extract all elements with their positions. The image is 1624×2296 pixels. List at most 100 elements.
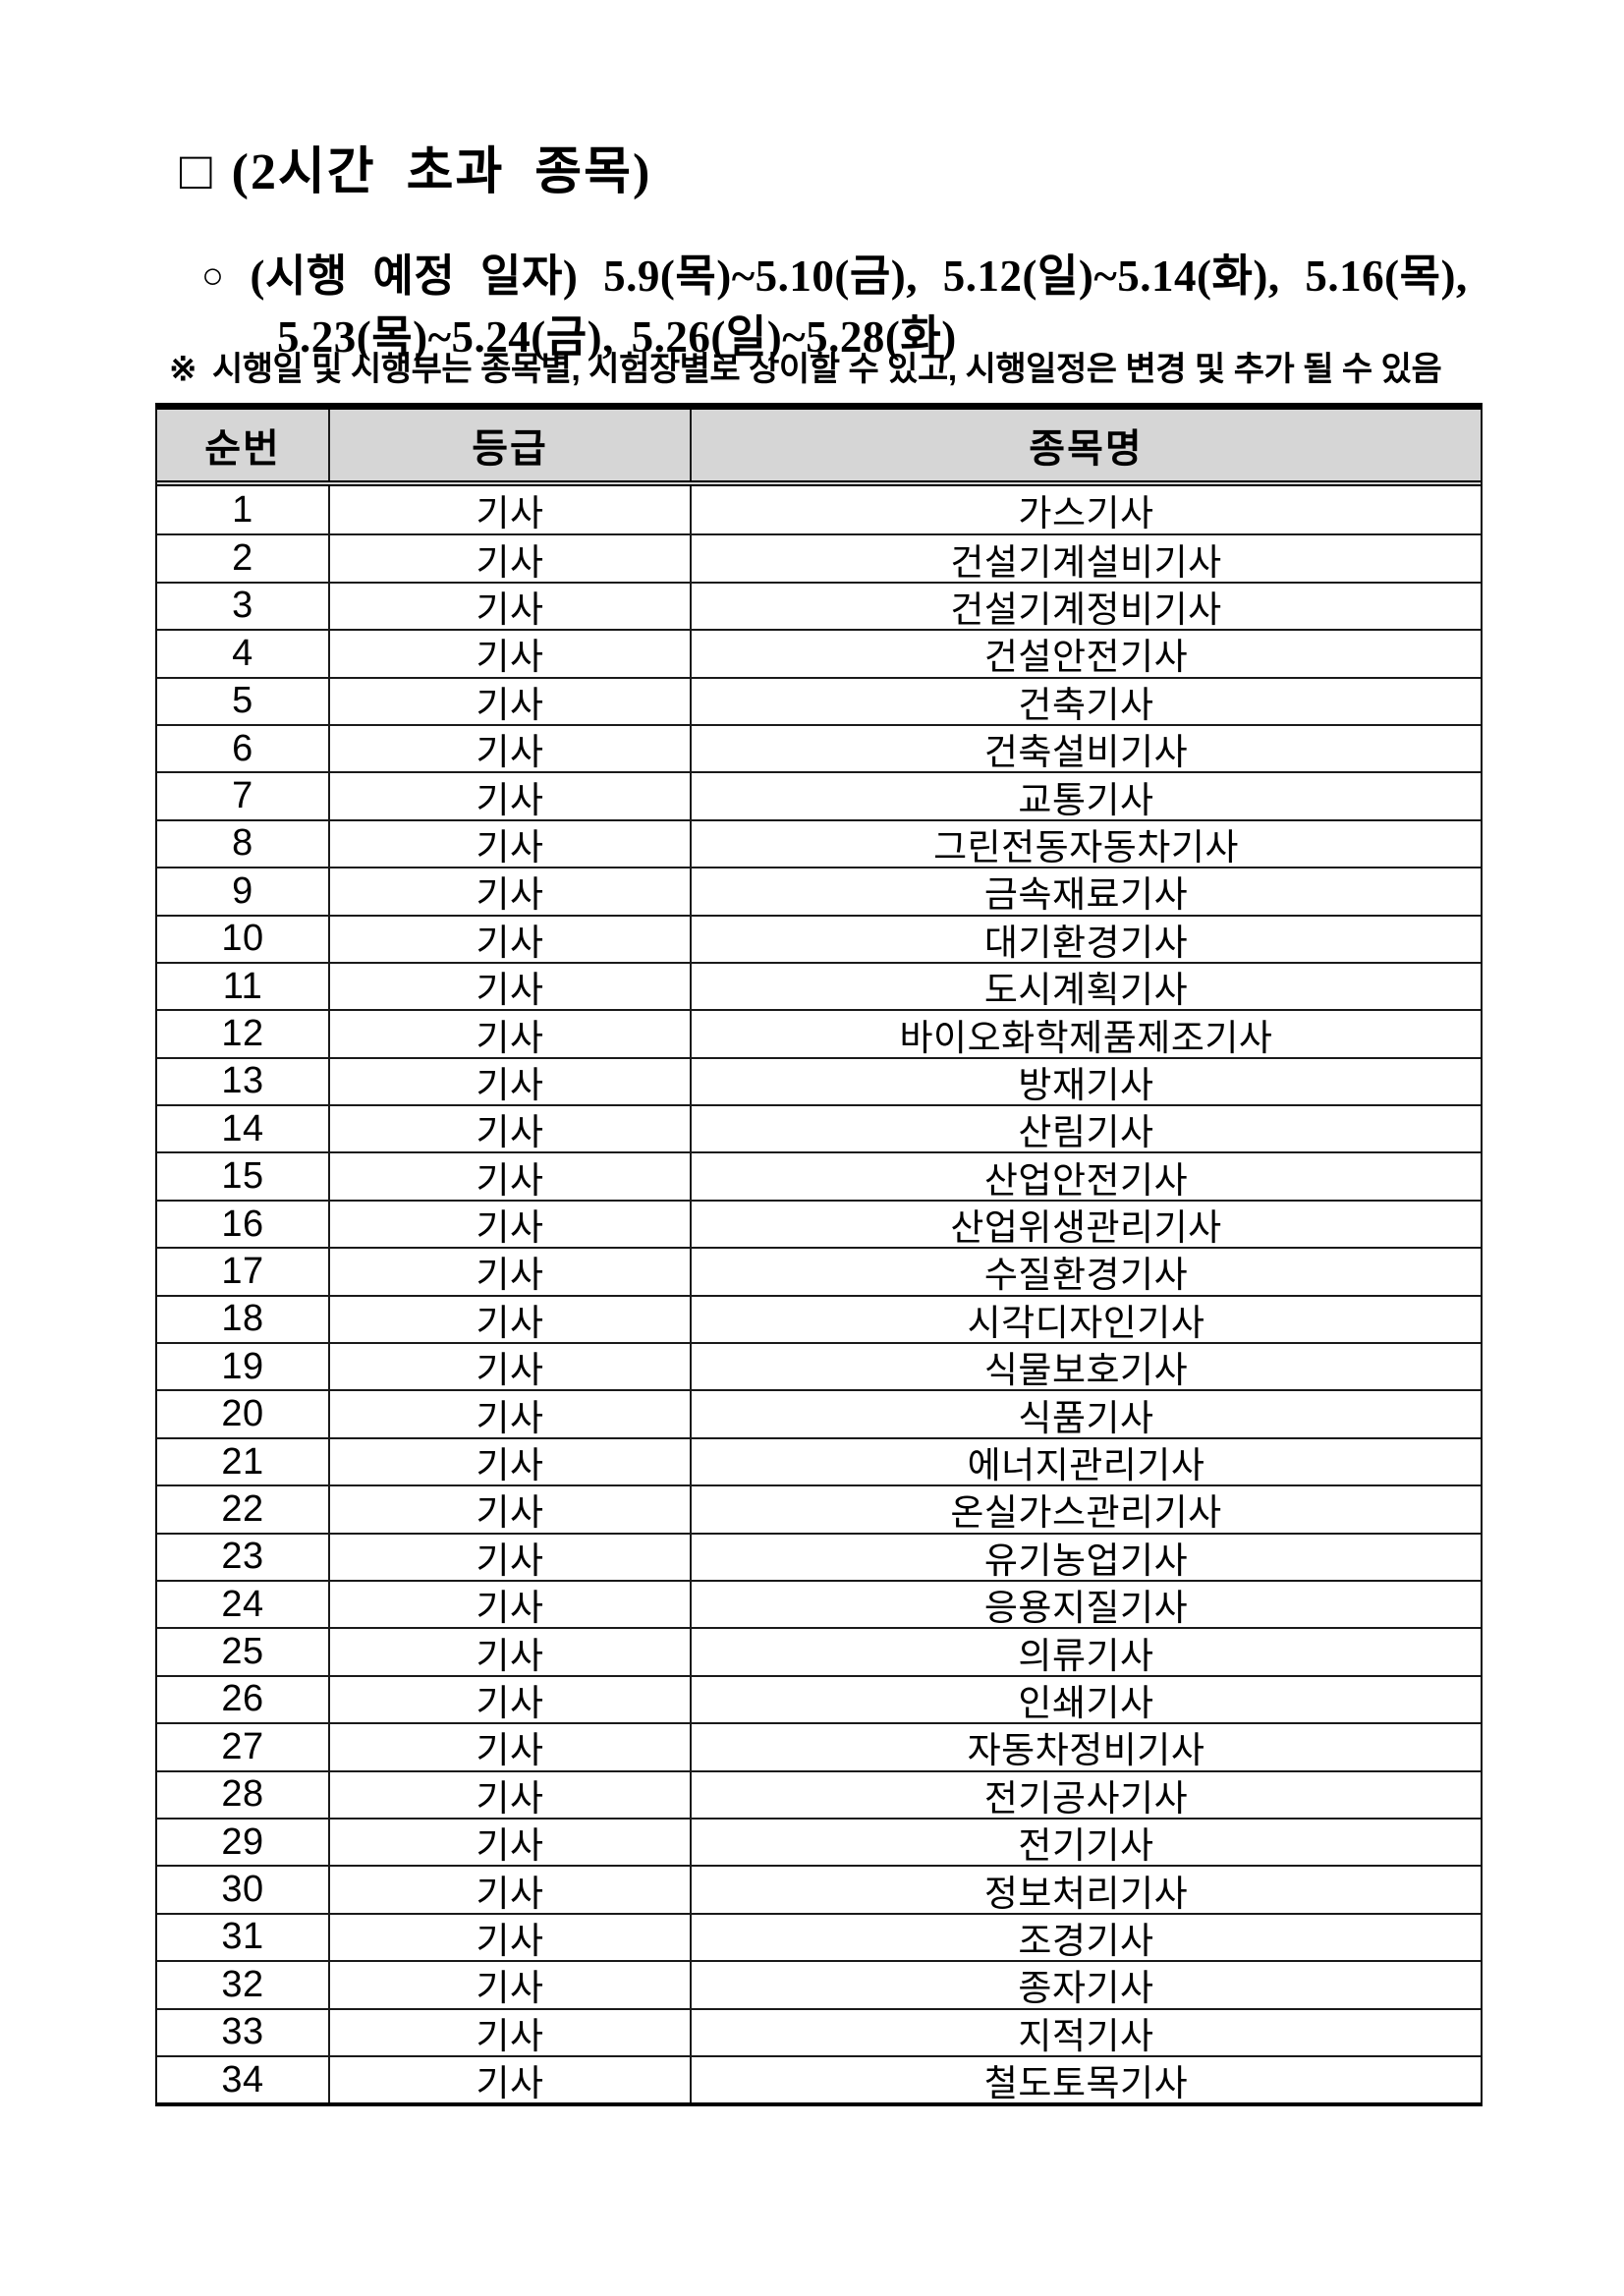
grade-cell: 기사 [328,1058,690,1105]
subject-name-cell: 가스기사 [690,486,1481,534]
subject-name-cell: 에너지관리기사 [690,1438,1481,1485]
table-row: 24 기사 응용지질기사 [157,1579,1481,1628]
row-no-cell: 7 [232,775,253,817]
row-no-cell: 6 [232,727,253,769]
subject-name-cell: 수질환경기사 [690,1249,1481,1295]
table-row: 15 기사 산업안전기사 [157,1151,1481,1200]
grade-cell: 기사 [328,725,690,772]
grade-cell: 기사 [328,1296,690,1343]
schedule-label: (시행 예정 일자) [250,252,579,301]
grade-cell: 기사 [328,2009,690,2055]
row-no-cell: 31 [221,1916,264,1958]
reference-mark-icon: ※ [169,351,197,388]
row-no-cell: 5 [232,680,253,722]
grade-cell: 기사 [328,535,690,582]
table-header-row: 순번 등급 종목명 [157,410,1481,486]
header-cell-subject-name: 종목명 [690,410,1481,480]
grade-cell: 기사 [328,2056,690,2103]
row-no-cell: 14 [221,1107,264,1149]
subject-name-cell: 자동차정비기사 [690,1724,1481,1770]
row-no-cell: 18 [221,1298,264,1340]
grade-cell: 기사 [328,678,690,724]
table-row: 21 기사 에너지관리기사 [157,1436,1481,1485]
grade-cell: 기사 [328,1534,690,1580]
table-row: 30 기사 정보처리기사 [157,1865,1481,1913]
grade-cell: 기사 [328,1724,690,1770]
subject-name-cell: 시각디자인기사 [690,1296,1481,1343]
table-row: 1 기사 가스기사 [157,486,1481,534]
table-row: 27 기사 자동차정비기사 [157,1722,1481,1770]
table-body: 1 기사 가스기사 2 기사 건설기계설비기사 3 기사 건설기계정비기사 4 기사 건설안전기사 5 기… [157,486,1481,2103]
row-no-cell: 32 [221,1963,264,2005]
row-no-cell: 16 [221,1203,264,1245]
grade-cell: 기사 [328,1914,690,1961]
row-no-cell: 13 [221,1060,264,1102]
subject-name-cell: 건설안전기사 [690,631,1481,677]
table-row: 2 기사 건설기계설비기사 [157,533,1481,582]
grade-cell: 기사 [328,1153,690,1200]
table-row: 6 기사 건축설비기사 [157,723,1481,772]
table-row: 19 기사 식물보호기사 [157,1342,1481,1390]
table-row: 12 기사 바이오화학제품제조기사 [157,1009,1481,1057]
grade-cell: 기사 [328,583,690,630]
table-row: 9 기사 금속재료기사 [157,867,1481,915]
subject-name-cell: 대기환경기사 [690,916,1481,962]
grade-cell: 기사 [328,1581,690,1628]
table-row: 33 기사 지적기사 [157,2007,1481,2055]
table-row: 7 기사 교통기사 [157,771,1481,819]
row-no-cell: 30 [221,1869,264,1911]
grade-cell: 기사 [328,1867,690,1913]
subject-name-cell: 조경기사 [690,1914,1481,1961]
grade-cell: 기사 [328,963,690,1010]
exam-subjects-table: 순번 등급 종목명 1 기사 가스기사 2 기사 건설기계설비기사 3 기사 건설기계정비기사 4… [155,403,1483,2107]
table-row: 34 기사 철도토목기사 [157,2054,1481,2103]
row-no-cell: 15 [221,1155,264,1198]
table-row: 10 기사 대기환경기사 [157,914,1481,962]
subject-name-cell: 금속재료기사 [690,868,1481,915]
grade-cell: 기사 [328,1391,690,1437]
grade-cell: 기사 [328,1106,690,1152]
subject-name-cell: 산업위생관리기사 [690,1201,1481,1248]
grade-cell: 기사 [328,1249,690,1295]
table-row: 17 기사 수질환경기사 [157,1247,1481,1295]
header-cell-grade: 등급 [328,410,690,480]
table-row: 16 기사 산업위생관리기사 [157,1199,1481,1248]
table-row: 25 기사 의류기사 [157,1627,1481,1675]
subject-name-cell: 방재기사 [690,1058,1481,1105]
table-row: 3 기사 건설기계정비기사 [157,581,1481,630]
schedule-line-2: 5.23(목)~5.24(금), 5.26(일)~5.28(화) [277,312,957,362]
grade-cell: 기사 [328,773,690,819]
subject-name-cell: 산림기사 [690,1106,1481,1152]
subject-name-cell: 온실가스관리기사 [690,1486,1481,1533]
subject-name-cell: 인쇄기사 [690,1676,1481,1723]
schedule-dates-line1: 5.9(목)~5.10(금), 5.12(일)~5.14(화), 5.16(목)… [603,252,1468,301]
row-no-cell: 22 [221,1487,264,1530]
grade-cell: 기사 [328,1344,690,1390]
table-row: 20 기사 식품기사 [157,1389,1481,1437]
table-row: 26 기사 인쇄기사 [157,1674,1481,1723]
row-no-cell: 12 [221,1012,264,1054]
row-no-cell: 25 [221,1631,264,1673]
grade-cell: 기사 [328,1201,690,1248]
grade-cell: 기사 [328,1771,690,1818]
schedule-line-1: ○ (시행 예정 일자) 5.9(목)~5.10(금), 5.12(일)~5.14… [201,240,1468,304]
table-row: 22 기사 온실가스관리기사 [157,1484,1481,1533]
subject-name-cell: 건설기계정비기사 [690,583,1481,630]
subject-name-cell: 전기공사기사 [690,1771,1481,1818]
grade-cell: 기사 [328,1676,690,1723]
subject-name-cell: 의류기사 [690,1629,1481,1675]
row-no-cell: 10 [221,918,264,960]
grade-cell: 기사 [328,486,690,534]
row-no-cell: 24 [221,1583,264,1625]
row-no-cell: 2 [232,537,253,580]
table-row: 11 기사 도시계획기사 [157,961,1481,1010]
grade-cell: 기사 [328,631,690,677]
row-no-cell: 33 [221,2011,264,2053]
row-no-cell: 4 [232,632,253,674]
table-row: 4 기사 건설안전기사 [157,629,1481,677]
circle-bullet-icon: ○ [201,255,225,297]
subject-name-cell: 그린전동자동차기사 [690,820,1481,868]
section-title: □ (2시간 초과 종목) [180,130,651,203]
note-text: 시행일 및 시행부는 종목별, 시험장별로 상이할 수 있고, 시행일정은 변경… [212,351,1442,388]
row-no-cell: 27 [221,1725,264,1767]
